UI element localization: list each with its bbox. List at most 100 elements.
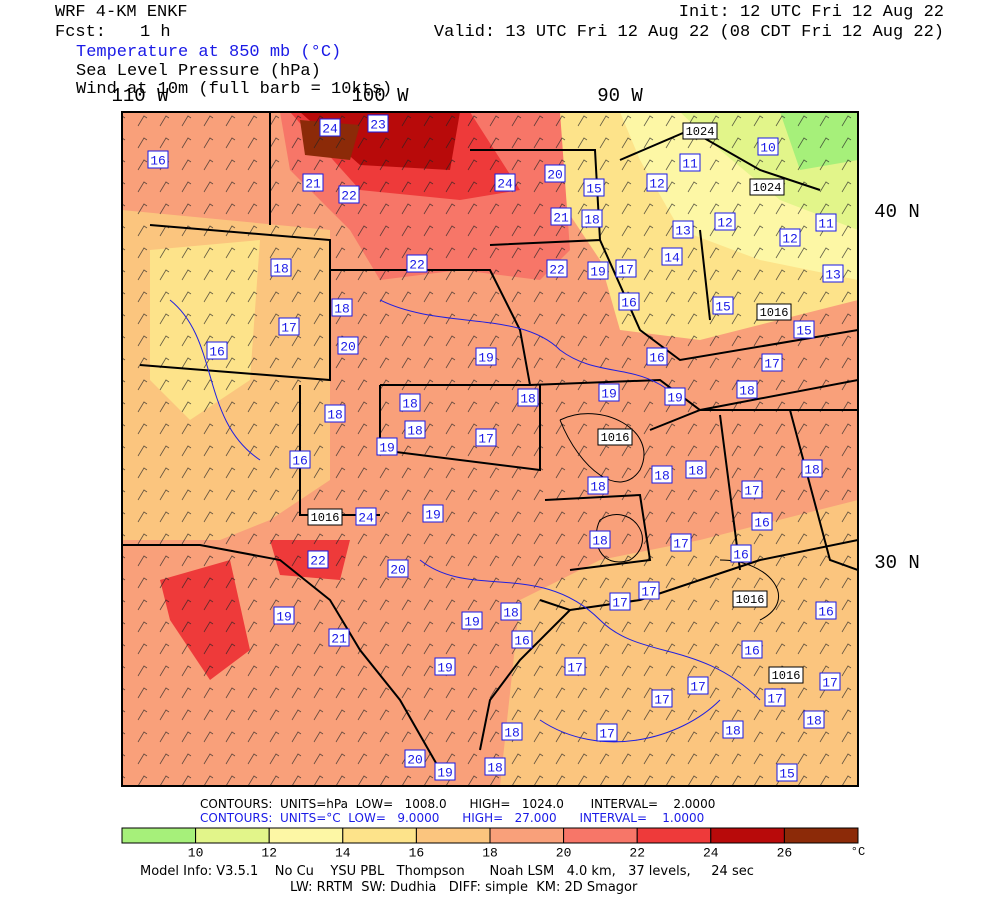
- temp-label-box: [598, 383, 620, 402]
- temp-label-box: [618, 292, 640, 311]
- temp-label: 19: [276, 609, 292, 624]
- temp-label-box: [501, 722, 523, 741]
- temp-label-box: [736, 380, 758, 399]
- temp-label: 16: [733, 547, 749, 562]
- temp-label-box: [289, 450, 311, 469]
- temp-label-box: [422, 504, 444, 523]
- temp-label-box: [801, 459, 823, 478]
- colorbar-segment: [121, 827, 197, 844]
- colorbar: 10 12 14 16 18 20 22 24 26 °C: [121, 827, 865, 860]
- temp-label-box: [387, 559, 409, 578]
- temp-label-box: [819, 672, 841, 691]
- pressure-label-box: [749, 178, 785, 196]
- temp-label-box: [651, 689, 673, 708]
- colorbar-tick-label: 12: [261, 845, 277, 860]
- temp-label-box: [664, 387, 686, 406]
- contours-temperature: CONTOURS: UNITS=°C LOW= 9.0000 HIGH= 27.…: [200, 811, 705, 825]
- colorbar-segment: [342, 827, 417, 844]
- temp-label-box: [406, 254, 428, 273]
- map-frame: [121, 111, 859, 787]
- temp-label: 18: [584, 212, 600, 227]
- temp-label-box: [500, 602, 522, 621]
- temp-label-box: [338, 185, 360, 204]
- temp-label: 13: [675, 223, 691, 238]
- temp-label: 17: [478, 431, 494, 446]
- temp-label-box: [741, 480, 763, 499]
- field-pressure: Sea Level Pressure (hPa): [76, 62, 321, 81]
- temp-label: 18: [327, 407, 343, 422]
- colorbar-segment: [268, 827, 344, 844]
- field-temperature: Temperature at 850 mb (°C): [76, 43, 342, 62]
- temp-label: 21: [553, 210, 569, 225]
- latitude-label: 30 N: [874, 552, 920, 574]
- temp-label: 13: [825, 267, 841, 282]
- temp-label: 24: [322, 121, 338, 136]
- colorbar-tick-label: 20: [556, 845, 572, 860]
- temp-label: 16: [150, 153, 166, 168]
- contours-pressure: CONTOURS: UNITS=hPa LOW= 1008.0 HIGH= 10…: [200, 797, 716, 811]
- temp-label-box: [328, 628, 350, 647]
- temp-label-box: [434, 657, 456, 676]
- colorbar-tick-label: 22: [629, 845, 645, 860]
- longitude-label: 100 W: [351, 85, 409, 107]
- temp-label: 17: [673, 536, 689, 551]
- temp-label: 24: [497, 176, 513, 191]
- temp-label-box: [741, 640, 763, 659]
- temp-label: 18: [590, 479, 606, 494]
- fcst-value: 1 h: [140, 23, 171, 42]
- temp-label: 16: [754, 515, 770, 530]
- temp-label-box: [761, 353, 783, 372]
- temp-label-box: [587, 476, 609, 495]
- colorbar-segment: [195, 827, 270, 844]
- temp-label: 17: [612, 595, 628, 610]
- temp-label: 12: [782, 231, 798, 246]
- temp-label: 18: [654, 468, 670, 483]
- temp-label: 17: [599, 726, 615, 741]
- temp-label-box: [270, 258, 292, 277]
- temp-label: 15: [796, 323, 812, 338]
- temp-label: 17: [822, 675, 838, 690]
- temp-label: 17: [618, 262, 634, 277]
- temp-label: 10: [760, 140, 776, 155]
- pressure-label: 1016: [311, 511, 340, 525]
- longitude-label: 110 W: [111, 85, 169, 107]
- pressure-label: 1024: [753, 181, 782, 195]
- latitude-label: 40 N: [874, 201, 920, 223]
- temp-label: 17: [744, 483, 760, 498]
- temp-label: 18: [504, 725, 520, 740]
- temp-label-box: [511, 630, 533, 649]
- temp-label: 18: [334, 301, 350, 316]
- temp-label: 14: [664, 250, 680, 265]
- temp-label-box: [376, 437, 398, 456]
- temp-label-box: [615, 259, 637, 278]
- pressure-label: 1016: [772, 669, 801, 683]
- longitude-label: 90 W: [597, 85, 643, 107]
- temp-label-box: [399, 393, 421, 412]
- temp-label-box: [661, 247, 683, 266]
- temp-label-box: [581, 209, 603, 228]
- temp-label: 24: [358, 510, 374, 525]
- temp-label-box: [589, 530, 611, 549]
- temp-label: 18: [739, 383, 755, 398]
- temp-label-box: [764, 688, 786, 707]
- temp-label-box: [337, 336, 359, 355]
- temp-label: 16: [209, 344, 225, 359]
- temp-label-box: [596, 723, 618, 742]
- temp-label-box: [646, 173, 668, 192]
- temp-label-box: [651, 465, 673, 484]
- temp-label-box: [331, 298, 353, 317]
- temp-label: 17: [641, 584, 657, 599]
- temp-label-box: [609, 592, 631, 611]
- temp-label: 19: [425, 507, 441, 522]
- temp-label-box: [367, 114, 389, 133]
- model-name: WRF 4-KM ENKF: [55, 3, 188, 22]
- temp-label: 17: [567, 660, 583, 675]
- temp-label: 18: [804, 462, 820, 477]
- temp-label: 11: [682, 156, 698, 171]
- temp-label-box: [730, 544, 752, 563]
- colorbar-segment: [489, 827, 565, 844]
- fcst-label: Fcst:: [55, 23, 107, 42]
- temp-label-box: [206, 341, 228, 360]
- temp-label-box: [638, 581, 660, 600]
- colorbar-tick-label: 14: [335, 845, 351, 860]
